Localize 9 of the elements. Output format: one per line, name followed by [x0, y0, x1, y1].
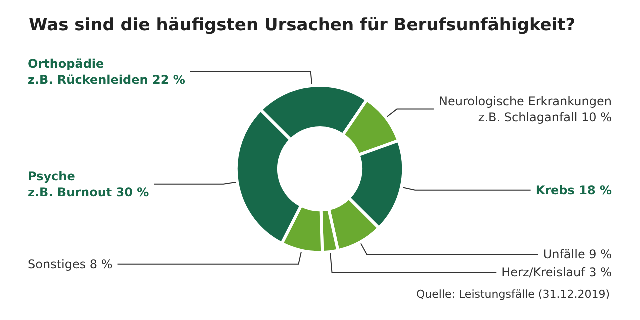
slice-label: Neurologische Erkrankungen z.B. Schlaganfall 10 %	[438, 94, 612, 124]
slice-label: Unfälle 9 %	[543, 248, 612, 262]
slice-label: Krebs 18 %	[536, 183, 612, 198]
source-note: Quelle: Leistungsfälle (31.12.2019)	[416, 288, 610, 301]
slice-label: Psyche z.B. Burnout 30 %	[28, 169, 150, 200]
slice-label: Herz/Kreislauf 3 %	[502, 266, 612, 280]
slice-label: Sonstiges 8 %	[28, 257, 113, 272]
slice-label: Orthopädie z.B. Rückenleiden 22 %	[28, 56, 186, 87]
chart-title: Was sind die häufigsten Ursachen für Berufsunfähigkeit?	[29, 16, 576, 36]
